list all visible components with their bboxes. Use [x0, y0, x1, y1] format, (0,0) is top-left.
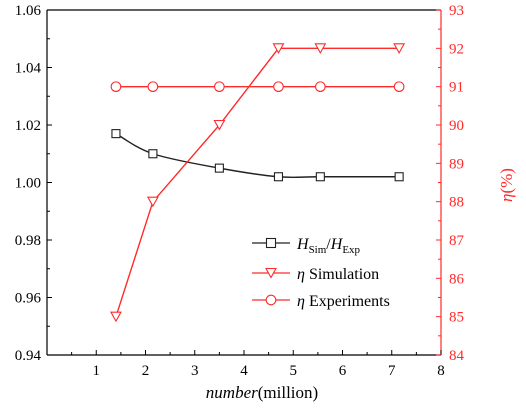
- y-left-tick-label: 1.06: [15, 3, 42, 19]
- data-point-square: [315, 172, 325, 182]
- legend-marker-triangle: [265, 267, 277, 279]
- y-right-tick-label: 85: [449, 310, 464, 326]
- series-line-0: [115, 133, 400, 179]
- x-tick-label: 1: [93, 363, 101, 379]
- legend-label-h-ratio: HSim/HExp: [296, 236, 361, 256]
- data-point-square: [394, 172, 404, 182]
- data-point-triangle: [110, 311, 122, 323]
- y-right-tick-label: 93: [449, 3, 464, 19]
- y-axis-right-title: η(%): [497, 168, 516, 202]
- legend-marker-circle: [265, 294, 277, 306]
- data-point-circle: [393, 81, 405, 93]
- data-point-triangle: [213, 119, 226, 131]
- data-point-square: [214, 163, 224, 173]
- x-tick-label: 8: [437, 363, 445, 379]
- y-right-tick-label: 86: [449, 271, 465, 287]
- data-point-triangle: [146, 196, 159, 208]
- data-point-circle: [314, 81, 326, 93]
- y-left-tick-label: 0.98: [15, 233, 41, 249]
- y-right-tick-label: 88: [449, 195, 464, 211]
- data-point-square: [148, 149, 158, 159]
- y-right-tick-label: 84: [449, 348, 465, 364]
- y-left-tick-label: 1.00: [15, 176, 41, 192]
- y-right-tick-label: 92: [449, 41, 464, 57]
- y-right-tick-label: 89: [449, 156, 464, 172]
- y-right-tick-label: 91: [449, 80, 464, 96]
- y-right-tick-label: 90: [449, 118, 464, 134]
- legend-marker-square: [265, 237, 277, 249]
- y-left-tick-label: 1.04: [15, 61, 42, 77]
- y-left-tick-label: 0.96: [15, 291, 42, 307]
- legend: HSim/HExp η Simulation η Experiments: [252, 236, 390, 310]
- data-point-circle: [273, 81, 284, 93]
- data-point-circle: [214, 81, 225, 93]
- x-axis-title: number(million): [206, 383, 318, 402]
- x-tick-label: 5: [290, 363, 298, 379]
- legend-label-eta-exp: η Experiments: [297, 293, 390, 310]
- x-tick-label: 2: [142, 363, 150, 379]
- data-point-circle: [147, 81, 159, 93]
- data-point-square: [273, 172, 284, 182]
- y-left-tick-label: 1.02: [15, 118, 41, 134]
- data-point-triangle: [272, 43, 285, 54]
- x-tick-label: 7: [388, 363, 396, 379]
- data-point-circle: [110, 81, 122, 93]
- x-tick-label: 6: [339, 363, 347, 379]
- y-left-tick-label: 0.94: [15, 348, 42, 364]
- legend-label-eta-sim: η Simulation: [297, 266, 379, 283]
- data-point-square: [111, 129, 121, 139]
- x-tick-label: 3: [191, 363, 199, 379]
- plot-area: [110, 43, 406, 323]
- x-tick-label: 4: [240, 363, 248, 379]
- data-point-triangle: [393, 43, 406, 54]
- data-point-triangle: [314, 43, 327, 54]
- axes: 1 2 3 4 5 6 7 8 0.94 0.96 0.98 1.00 1.02 1.04 1.06 84 85…: [15, 3, 465, 379]
- y-right-tick-label: 87: [449, 233, 465, 249]
